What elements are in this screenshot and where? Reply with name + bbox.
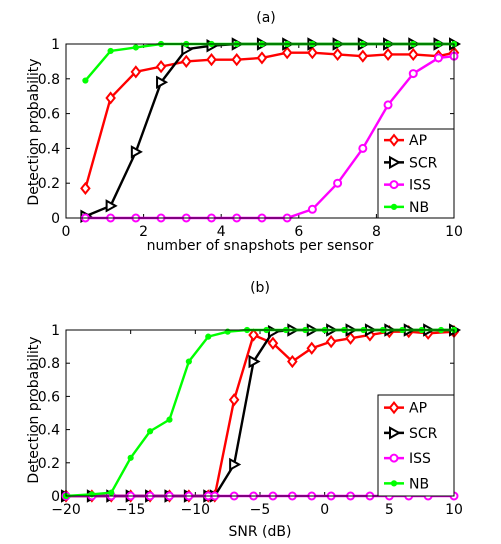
- x-tick-label: 4: [217, 224, 226, 240]
- data-point-iss: [307, 204, 317, 214]
- legend-label: SCR: [409, 426, 438, 442]
- data-point-iss: [389, 453, 399, 463]
- y-tick-label: 1: [51, 323, 60, 339]
- y-tick-label: 0.8: [38, 72, 60, 88]
- y-tick-label: 0.6: [38, 389, 60, 405]
- x-tick-label: 2: [139, 224, 148, 240]
- data-point-ap: [345, 331, 356, 345]
- x-tick-label: 0: [320, 502, 329, 518]
- data-point-ap: [382, 47, 394, 62]
- legend-label: AP: [409, 401, 427, 417]
- x-tick-label: 6: [294, 224, 303, 240]
- data-point-nb: [108, 489, 115, 496]
- y-tick-label: 0.4: [38, 423, 60, 439]
- data-point-ap: [267, 336, 279, 350]
- legend-box: [377, 394, 455, 497]
- chart-title: (a): [256, 10, 276, 26]
- data-point-ap: [281, 46, 293, 60]
- x-tick-label: −15: [116, 502, 146, 518]
- data-point-scr: [389, 426, 402, 440]
- x-tick-label: −10: [181, 502, 211, 518]
- data-point-ap: [231, 53, 243, 67]
- data-point-scr: [130, 145, 143, 159]
- data-point-scr: [248, 354, 261, 369]
- data-point-nb: [205, 333, 212, 340]
- data-point-nb: [146, 428, 154, 435]
- data-point-ap: [206, 53, 217, 67]
- legend-box: [377, 128, 455, 219]
- data-point-scr: [156, 75, 169, 89]
- x-tick-label: 10: [445, 224, 463, 240]
- data-point-nb: [132, 44, 139, 51]
- x-tick-label: 8: [372, 224, 381, 240]
- data-point-ap: [248, 328, 259, 342]
- y-tick-label: 0.6: [38, 107, 60, 123]
- legend-label: ISS: [409, 178, 431, 194]
- data-point-ap: [287, 354, 298, 369]
- y-tick-label: 0.2: [38, 176, 60, 192]
- chart-panel-a: (a) number of snapshots per sensor Detec…: [26, 10, 463, 254]
- data-point-iss: [408, 69, 418, 79]
- x-tick-label: 5: [385, 502, 394, 518]
- data-point-iss: [433, 53, 443, 63]
- y-tick-label: 0: [51, 489, 60, 505]
- legend-label: NB: [409, 200, 429, 216]
- y-axis-label: Detection probability: [26, 58, 42, 205]
- data-point-ap: [388, 133, 400, 147]
- data-point-ap: [155, 60, 167, 74]
- data-point-iss: [358, 143, 368, 153]
- legend: AP SCR ISS NB: [377, 394, 455, 497]
- data-point-scr: [389, 155, 402, 170]
- legend-label: SCR: [409, 155, 438, 171]
- data-point-scr: [105, 199, 118, 213]
- data-point-iss: [333, 178, 343, 188]
- data-point-nb: [82, 77, 89, 84]
- data-point-ap: [407, 47, 419, 62]
- x-tick-label: 0: [62, 224, 71, 240]
- legend-label: AP: [409, 133, 427, 149]
- data-point-nb: [107, 47, 114, 55]
- data-point-iss: [389, 180, 399, 190]
- y-tick-label: 0.2: [38, 456, 60, 472]
- x-tick-label: −5: [250, 502, 271, 518]
- data-point-ap: [80, 181, 91, 196]
- data-point-ap: [180, 54, 192, 69]
- data-point-ap: [130, 65, 142, 79]
- chart-panel-b: (b) SNR (dB) Detection probability −20 −1…: [26, 280, 463, 540]
- data-point-ap: [256, 51, 268, 65]
- data-point-ap: [388, 401, 400, 415]
- legend-label: NB: [409, 476, 429, 492]
- x-tick-label: 10: [445, 502, 463, 518]
- data-point-nb: [390, 480, 398, 487]
- data-point-ap: [105, 91, 116, 105]
- y-tick-label: 1: [51, 37, 60, 53]
- data-point-ap: [228, 393, 240, 407]
- data-point-iss: [383, 100, 393, 110]
- x-tick-label: −20: [51, 502, 81, 518]
- data-point-ap: [332, 47, 343, 62]
- data-point-ap: [325, 335, 337, 349]
- series-line-ap: [84, 51, 455, 189]
- legend-label: ISS: [409, 451, 431, 467]
- data-point-nb: [127, 454, 134, 461]
- x-axis-label: SNR (dB): [229, 524, 292, 540]
- y-tick-label: 0.4: [38, 141, 60, 157]
- y-tick-label: 0: [51, 211, 60, 227]
- chart-title: (b): [250, 280, 270, 296]
- data-point-nb: [166, 416, 173, 423]
- data-point-ap: [306, 341, 318, 355]
- y-axis-label: Detection probability: [26, 336, 42, 483]
- data-point-ap: [307, 46, 318, 60]
- data-point-ap: [357, 49, 369, 63]
- data-point-nb: [185, 358, 192, 365]
- data-point-scr: [229, 457, 242, 472]
- legend: AP SCR ISS NB: [377, 128, 455, 219]
- y-tick-label: 0.8: [38, 356, 60, 372]
- series-ap: [80, 46, 460, 196]
- data-point-nb: [390, 203, 398, 210]
- x-axis-label: number of snapshots per sensor: [147, 238, 374, 254]
